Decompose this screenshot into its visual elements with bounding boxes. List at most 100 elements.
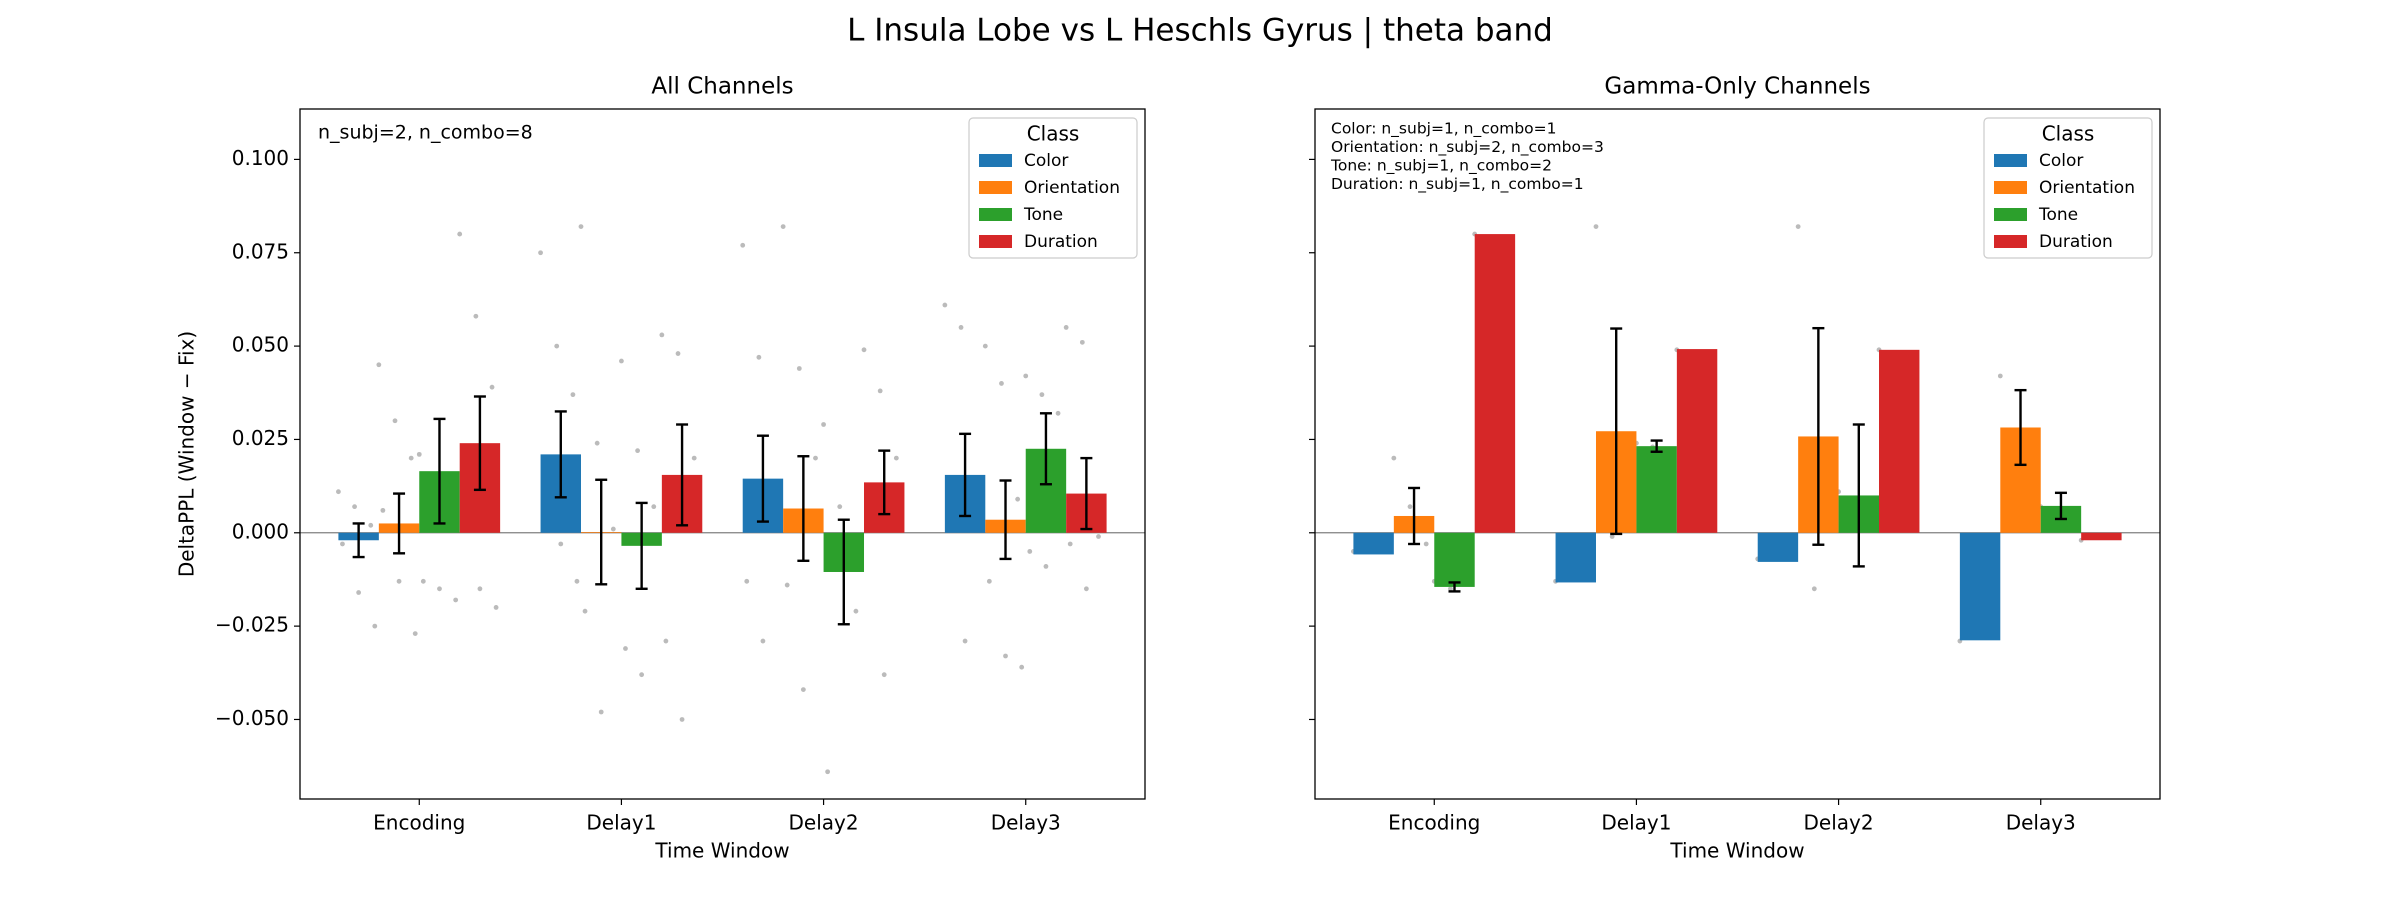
data-point — [538, 250, 543, 256]
bar — [1636, 446, 1677, 533]
data-point — [376, 362, 382, 368]
data-point — [1997, 373, 2003, 379]
data-point — [1063, 325, 1069, 330]
error-bar — [635, 501, 648, 590]
y-tick-label: 0.075 — [232, 239, 289, 263]
data-point — [784, 582, 790, 588]
data-point — [594, 440, 600, 446]
data-point — [813, 455, 818, 461]
data-point — [958, 325, 964, 330]
error-bar — [1039, 412, 1052, 486]
data-point — [457, 231, 463, 237]
data-point — [489, 384, 495, 390]
data-point — [1795, 224, 1801, 230]
data-point — [962, 638, 968, 644]
bar — [1879, 349, 1920, 533]
y-tick-label: 0.100 — [232, 146, 289, 170]
legend-swatch — [979, 208, 1012, 221]
data-point — [877, 388, 883, 394]
axes-frame — [299, 108, 1146, 800]
bar — [1353, 532, 1394, 555]
legend-swatch — [979, 235, 1012, 248]
data-point — [796, 366, 802, 371]
chart-title: All Channels — [651, 74, 793, 100]
bar — [1555, 532, 1596, 583]
data-point — [412, 631, 418, 636]
data-point — [982, 343, 988, 349]
chart-title: Gamma-Only Channels — [1604, 74, 1870, 100]
annotation: Duration: n_subj=1, n_combo=1 — [1331, 175, 1584, 194]
x-axis-label: Time Window — [1669, 839, 1804, 863]
data-point — [1096, 534, 1101, 539]
legend-label: Color — [1024, 151, 1068, 171]
data-point — [691, 455, 697, 461]
data-point — [679, 717, 685, 722]
data-point — [837, 504, 843, 510]
data-point — [942, 302, 948, 308]
error-bar — [2054, 491, 2067, 521]
data-point — [663, 638, 669, 644]
data-point — [1609, 534, 1615, 539]
figure-title: L Insula Lobe vs L Heschls Gyrus | theta… — [847, 13, 1553, 49]
error-bar — [676, 423, 689, 527]
data-point — [372, 623, 378, 629]
y-tick-label: −0.025 — [215, 613, 289, 637]
data-point — [756, 354, 762, 360]
annotation: Orientation: n_subj=2, n_combo=3 — [1331, 138, 1604, 157]
data-point — [336, 489, 341, 495]
data-point — [999, 381, 1004, 386]
x-tick-label: Delay2 — [1804, 811, 1874, 835]
error-bar — [1812, 326, 1825, 546]
x-tick-label: Delay3 — [2006, 811, 2076, 835]
bar — [1757, 532, 1799, 562]
data-point — [1015, 496, 1021, 502]
data-point — [1593, 224, 1599, 230]
data-point — [986, 578, 992, 584]
x-tick-label: Delay1 — [586, 811, 656, 835]
x-tick-label: Encoding — [1388, 811, 1480, 835]
error-bar — [959, 432, 972, 518]
data-point — [623, 646, 628, 651]
data-point — [437, 586, 442, 592]
data-point — [760, 638, 766, 644]
error-bar — [595, 478, 608, 586]
data-point — [881, 672, 887, 678]
bar — [1959, 532, 2001, 641]
data-point — [1811, 586, 1817, 592]
data-point — [380, 507, 386, 513]
data-point — [821, 422, 826, 427]
legend-swatch — [1994, 208, 2027, 221]
data-point — [861, 347, 867, 353]
legend-swatch — [1994, 154, 2027, 167]
legend-box — [968, 117, 1138, 259]
data-point — [1391, 455, 1397, 461]
error-bar — [837, 518, 850, 626]
bar — [1474, 234, 1516, 533]
data-point — [453, 597, 459, 603]
data-point — [1043, 563, 1049, 569]
error-bar — [1448, 581, 1461, 593]
x-tick-label: Encoding — [373, 811, 465, 835]
data-point — [570, 392, 576, 398]
data-point — [619, 358, 624, 364]
data-point — [473, 313, 479, 319]
data-point — [1027, 549, 1033, 554]
y-tick-label: 0.050 — [232, 333, 289, 357]
data-point — [740, 242, 746, 248]
data-point — [1055, 410, 1061, 416]
legend-label: Tone — [1023, 205, 1063, 225]
legend-swatch — [979, 154, 1012, 167]
bar — [1434, 532, 1475, 587]
error-bar — [878, 449, 891, 516]
data-point — [825, 769, 831, 775]
data-point — [396, 578, 402, 584]
data-point — [558, 541, 564, 547]
error-bar — [1080, 456, 1093, 531]
data-point — [659, 332, 665, 338]
x-tick-label: Delay2 — [789, 811, 859, 835]
data-point — [598, 709, 604, 715]
data-point — [1003, 653, 1008, 659]
y-tick-label: −0.050 — [215, 706, 289, 730]
